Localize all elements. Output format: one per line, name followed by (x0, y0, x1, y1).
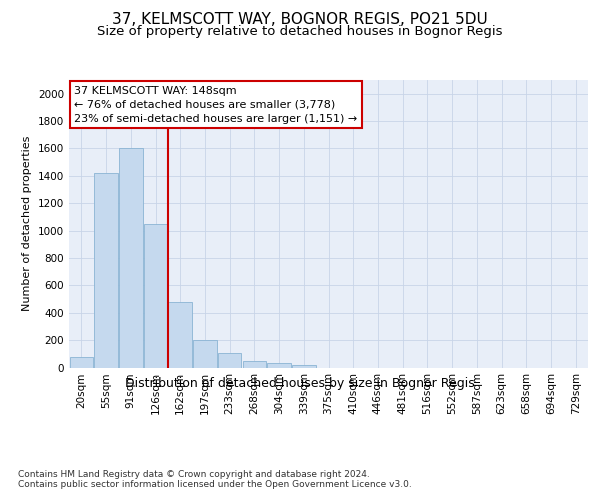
Bar (218, 353, 241, 368)
Bar (292, 365, 316, 368)
Bar (169, 302, 192, 368)
Y-axis label: Number of detached properties: Number of detached properties (22, 136, 32, 312)
Text: 37, KELMSCOTT WAY, BOGNOR REGIS, PO21 5DU: 37, KELMSCOTT WAY, BOGNOR REGIS, PO21 5D… (112, 12, 488, 28)
Text: 37 KELMSCOTT WAY: 148sqm
← 76% of detached houses are smaller (3,778)
23% of sem: 37 KELMSCOTT WAY: 148sqm ← 76% of detach… (74, 86, 358, 124)
Bar (242, 362, 266, 368)
Bar (119, 148, 143, 368)
Bar (268, 364, 291, 368)
Text: Size of property relative to detached houses in Bognor Regis: Size of property relative to detached ho… (97, 25, 503, 38)
Text: Contains HM Land Registry data © Crown copyright and database right 2024.
Contai: Contains HM Land Registry data © Crown c… (18, 470, 412, 490)
Bar (94, 173, 118, 368)
Bar (193, 340, 217, 367)
Bar (144, 224, 167, 368)
Text: Distribution of detached houses by size in Bognor Regis: Distribution of detached houses by size … (125, 378, 475, 390)
Bar (70, 356, 93, 368)
